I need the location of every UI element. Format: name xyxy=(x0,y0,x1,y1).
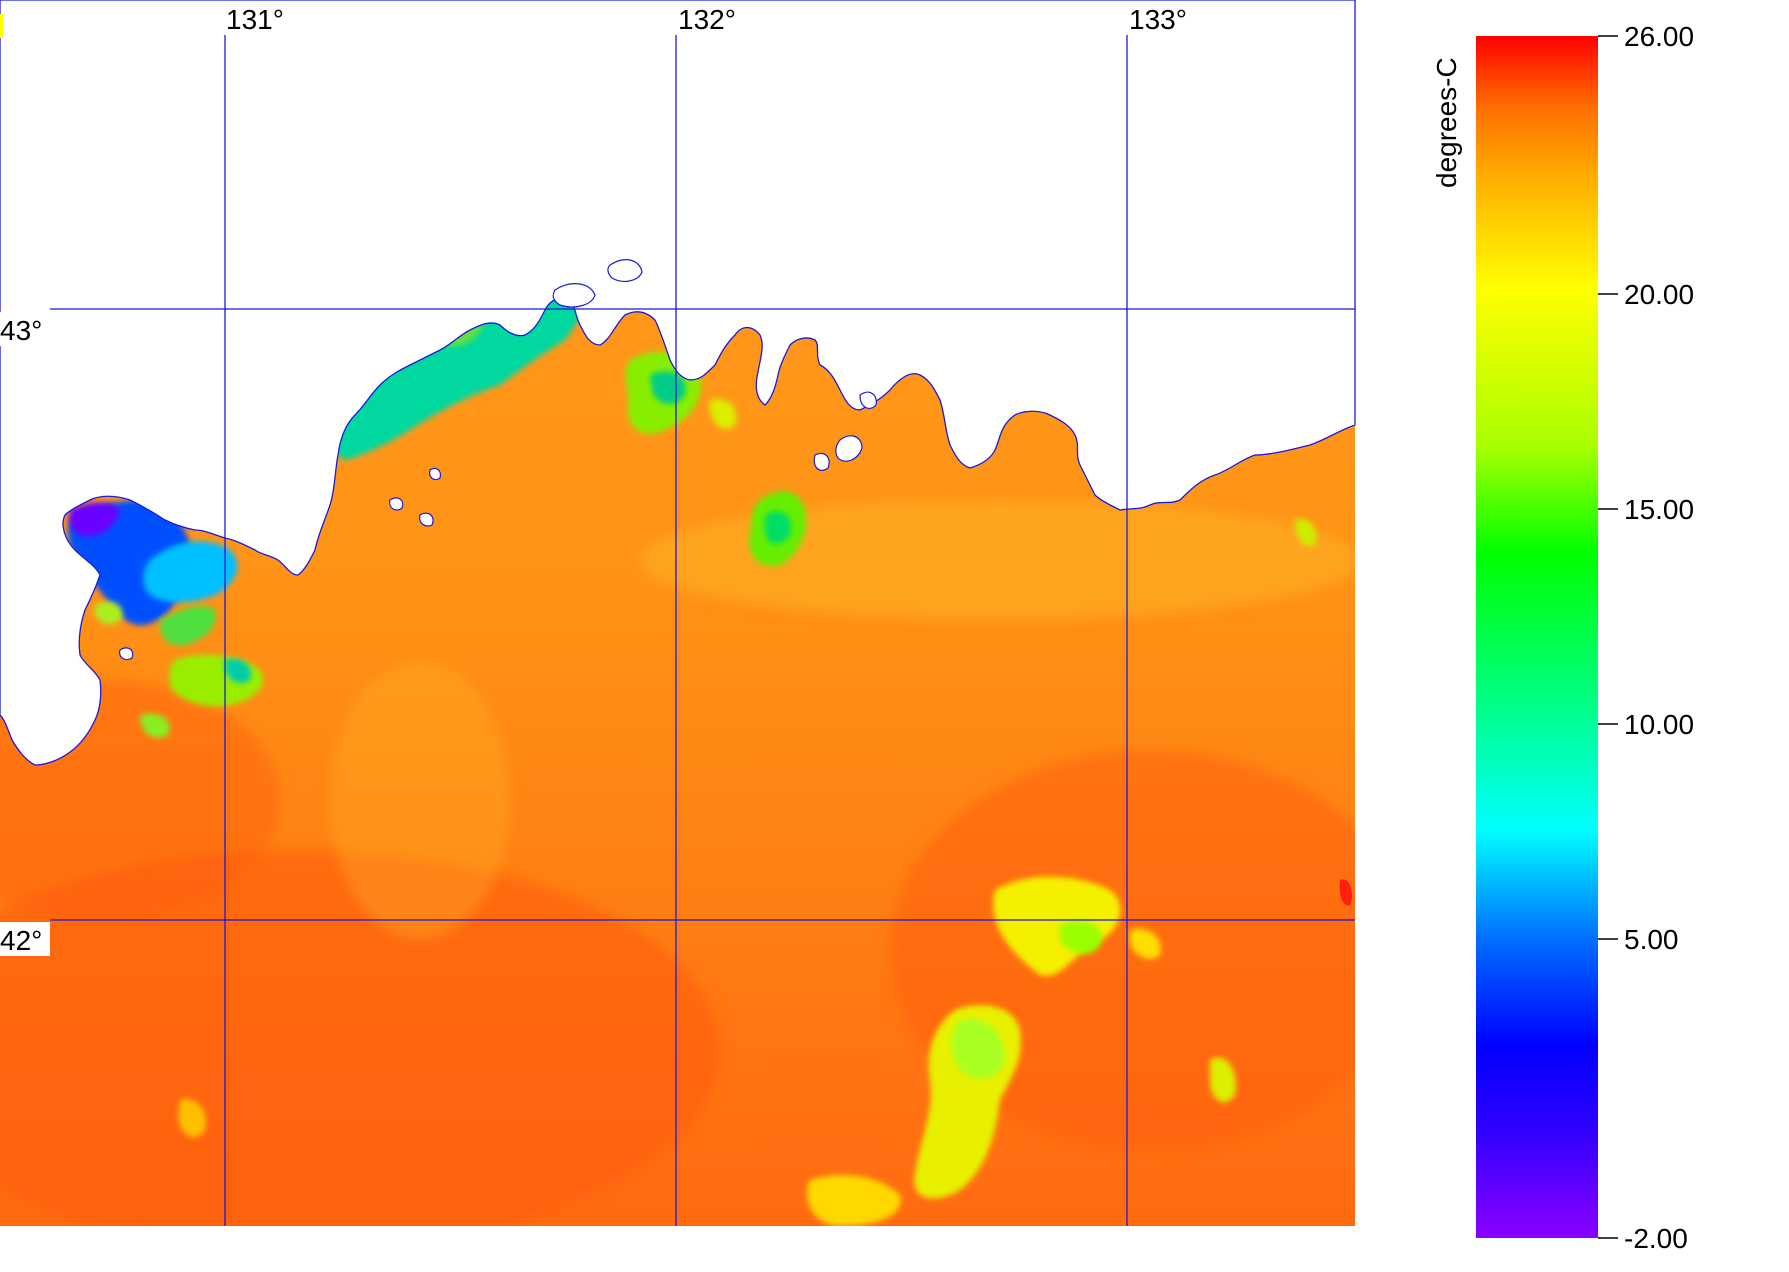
colorbar-label-5: 5.00 xyxy=(1624,924,1679,955)
land-island-3 xyxy=(835,435,863,462)
cold-water-west-bay-mid xyxy=(143,541,238,603)
cold-water-west-bay-core xyxy=(69,502,120,537)
cool-eddy-5 xyxy=(1210,1057,1236,1103)
cool-eddy-mid-2b xyxy=(650,371,686,405)
lat-label-43: 43° xyxy=(0,315,42,346)
colorbar-label-15: 15.00 xyxy=(1624,494,1694,525)
colorbar-ticks xyxy=(1598,35,1618,1239)
colorbar-label-20: 20.00 xyxy=(1624,279,1694,310)
lat-label-42: 42° xyxy=(0,925,42,956)
lat-label-43-bg xyxy=(0,312,50,346)
hot-spot-east xyxy=(1339,879,1352,906)
land-island-9 xyxy=(119,647,134,661)
cool-eddy-west-1b xyxy=(225,658,251,684)
cool-eddy-1b xyxy=(1060,921,1102,955)
cool-eddy-mid-1b xyxy=(765,511,791,545)
cool-eddy-west-2 xyxy=(140,713,170,738)
land-island-5 xyxy=(859,391,877,409)
land-island-7 xyxy=(419,512,434,527)
graticule xyxy=(50,35,1355,1226)
cool-eddy-1 xyxy=(993,876,1121,976)
cool-eddy-6 xyxy=(1295,519,1317,547)
lat-label-42-bg xyxy=(0,922,50,956)
colorbar-gradient xyxy=(1476,36,1598,1238)
colorbar-label-10: 10.00 xyxy=(1624,709,1694,740)
cool-eddy-4 xyxy=(1130,928,1161,960)
cool-eddy-3 xyxy=(806,1175,901,1226)
colorbar: degrees-C 26.00 20.00 15.00 10.00 5.00 -… xyxy=(1431,21,1694,1254)
land-island-4 xyxy=(813,452,830,471)
land-island-8 xyxy=(429,467,441,481)
cool-eddy-mid-3 xyxy=(710,399,737,430)
land-island-1 xyxy=(552,283,596,308)
yellow-band-central xyxy=(330,660,510,940)
yellow-band-east xyxy=(640,500,1355,620)
graticule-labels: 131° 132° 133° 43° 42° xyxy=(0,4,1187,956)
cool-eddy-7 xyxy=(178,1099,206,1138)
lon-label-133: 133° xyxy=(1129,4,1187,35)
cool-eddy-2b xyxy=(951,1019,1005,1079)
lon-label-132: 132° xyxy=(678,4,736,35)
land-island-6 xyxy=(389,497,404,511)
colorbar-unit-label: degrees-C xyxy=(1431,57,1462,188)
land-layer xyxy=(0,0,1356,766)
warm-patch-southwest xyxy=(0,850,720,1226)
land-island-2 xyxy=(607,259,643,282)
lon-label-131: 131° xyxy=(226,4,284,35)
corner-marker xyxy=(0,14,3,38)
cold-water-west-bay-edge xyxy=(159,605,216,646)
cold-water-west-islet xyxy=(95,601,123,625)
colorbar-label-minus2: -2.00 xyxy=(1624,1223,1688,1254)
colorbar-label-26: 26.00 xyxy=(1624,21,1694,52)
land-mainland-north xyxy=(0,0,1356,766)
